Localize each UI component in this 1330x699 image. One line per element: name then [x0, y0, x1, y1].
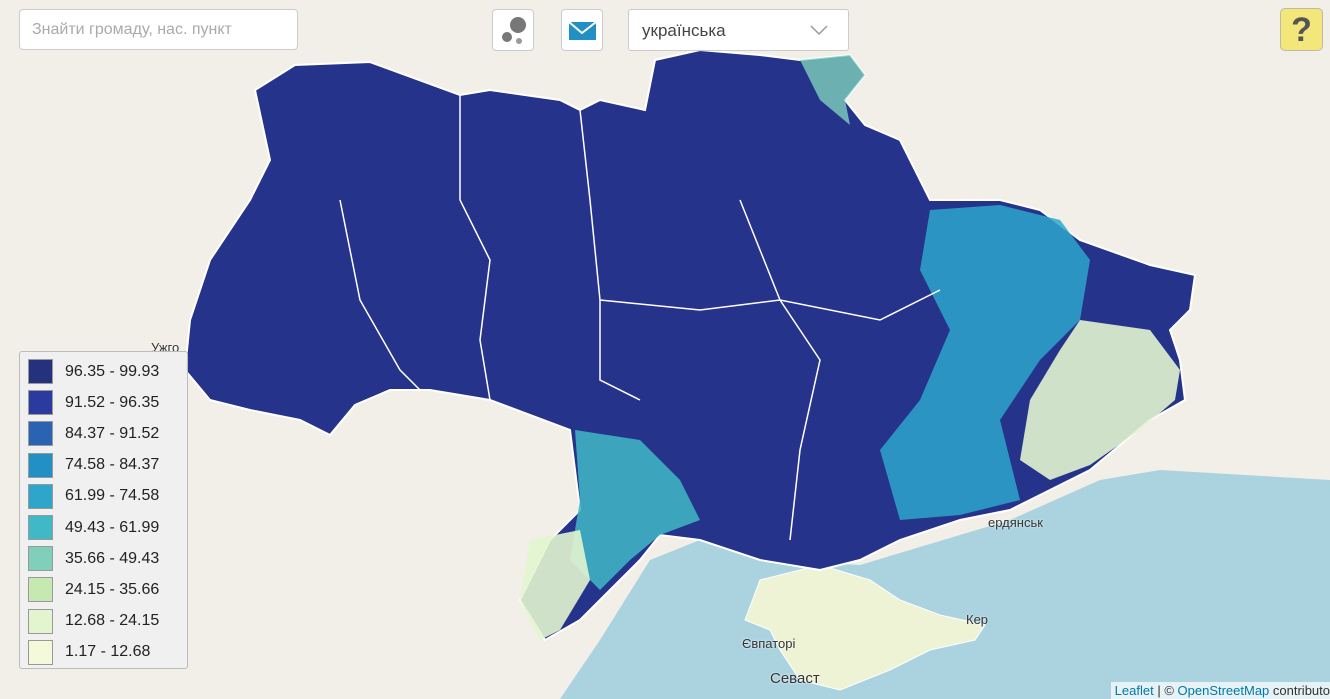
leaflet-link[interactable]: Leaflet — [1114, 683, 1154, 698]
legend-label: 1.17 - 12.68 — [65, 643, 151, 661]
legend-item: 49.43 - 61.99 — [28, 512, 179, 543]
legend-label: 49.43 - 61.99 — [65, 518, 160, 536]
legend-item: 24.15 - 35.66 — [28, 574, 179, 605]
attribution-text: contributo — [1269, 683, 1330, 698]
legend-item: 84.37 - 91.52 — [28, 418, 179, 449]
map-label: Севаст — [770, 670, 820, 687]
mail-icon — [568, 21, 597, 40]
legend-swatch — [28, 421, 53, 447]
legend-item: 61.99 - 74.58 — [28, 481, 179, 512]
legend-item: 1.17 - 12.68 — [28, 637, 179, 668]
legend-swatch — [28, 577, 53, 603]
land-crimea — [744, 564, 986, 691]
border — [599, 289, 941, 321]
legend-swatch — [28, 452, 53, 478]
border — [339, 199, 421, 391]
legend-label: 74.58 - 84.37 — [65, 456, 160, 474]
legend-label: 35.66 - 49.43 — [65, 549, 160, 567]
legend-label: 96.35 - 99.93 — [65, 362, 160, 380]
legend-label: 84.37 - 91.52 — [65, 424, 160, 442]
help-button[interactable]: ? — [1280, 8, 1323, 51]
legend-swatch — [28, 483, 53, 509]
legend-swatch — [28, 515, 53, 541]
share-button[interactable] — [561, 9, 603, 51]
legend: 96.35 - 99.93 91.52 - 96.35 84.37 - 91.52 7… — [19, 351, 188, 669]
legend-label: 61.99 - 74.58 — [65, 487, 160, 505]
legend-swatch — [28, 390, 53, 416]
legend-item: 12.68 - 24.15 — [28, 606, 179, 637]
legend-item: 35.66 - 49.43 — [28, 543, 179, 574]
chevron — [810, 25, 828, 36]
region-east — [880, 205, 1090, 520]
legend-swatch — [28, 639, 53, 665]
region-odesa — [520, 530, 590, 640]
legend-label: 24.15 - 35.66 — [65, 580, 160, 598]
bubbles-icon — [502, 17, 526, 44]
osm-link[interactable]: OpenStreetMap — [1177, 683, 1270, 698]
map-label: Євпаторі — [742, 636, 796, 651]
legend-item: 91.52 - 96.35 — [28, 387, 179, 418]
border — [459, 95, 491, 401]
search-input[interactable]: Знайти громаду, нас. пункт — [19, 9, 298, 50]
legend-item: 96.35 - 99.93 — [28, 356, 179, 387]
map-label: Кер — [966, 612, 989, 627]
attribution-text: | © — [1153, 683, 1178, 698]
bubbles-button[interactable] — [492, 9, 534, 51]
legend-swatch — [28, 608, 53, 634]
region-donbas — [1020, 320, 1180, 480]
region-south — [570, 430, 700, 590]
region-north — [800, 55, 865, 125]
language-value: українська — [642, 21, 726, 40]
sea — [560, 470, 1330, 699]
border — [739, 199, 821, 541]
legend-label: 91.52 - 96.35 — [65, 393, 160, 411]
map-label: ердянськ — [988, 515, 1043, 530]
legend-swatch — [28, 546, 53, 572]
legend-label: 12.68 - 24.15 — [65, 612, 160, 630]
legend-swatch — [28, 359, 53, 385]
legend-item: 74.58 - 84.37 — [28, 450, 179, 481]
attribution: Leaflet | © OpenStreetMap contributo — [1110, 682, 1330, 699]
language-select[interactable]: українська — [628, 9, 849, 51]
